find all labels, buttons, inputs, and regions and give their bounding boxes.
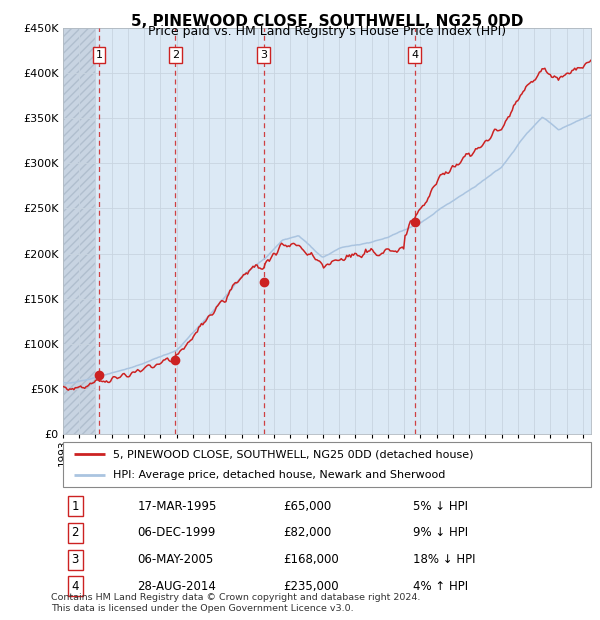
Text: Contains HM Land Registry data © Crown copyright and database right 2024.
This d: Contains HM Land Registry data © Crown c… — [51, 593, 421, 613]
Text: 28-AUG-2014: 28-AUG-2014 — [137, 580, 216, 593]
Text: 3: 3 — [260, 50, 267, 60]
Text: £168,000: £168,000 — [283, 553, 339, 566]
Text: 4: 4 — [411, 50, 418, 60]
Text: 18% ↓ HPI: 18% ↓ HPI — [413, 553, 475, 566]
Text: £82,000: £82,000 — [283, 526, 331, 539]
Text: 2: 2 — [71, 526, 79, 539]
Text: 5% ↓ HPI: 5% ↓ HPI — [413, 500, 468, 513]
Text: 5, PINEWOOD CLOSE, SOUTHWELL, NG25 0DD (detached house): 5, PINEWOOD CLOSE, SOUTHWELL, NG25 0DD (… — [113, 449, 473, 459]
FancyBboxPatch shape — [63, 442, 591, 487]
Text: 3: 3 — [71, 553, 79, 566]
Text: 4% ↑ HPI: 4% ↑ HPI — [413, 580, 468, 593]
Text: 2: 2 — [172, 50, 179, 60]
Polygon shape — [63, 28, 95, 434]
Text: 06-DEC-1999: 06-DEC-1999 — [137, 526, 216, 539]
Text: 17-MAR-1995: 17-MAR-1995 — [137, 500, 217, 513]
Text: HPI: Average price, detached house, Newark and Sherwood: HPI: Average price, detached house, Newa… — [113, 469, 446, 480]
Text: £65,000: £65,000 — [283, 500, 331, 513]
Text: £235,000: £235,000 — [283, 580, 339, 593]
Text: 9% ↓ HPI: 9% ↓ HPI — [413, 526, 468, 539]
Text: Price paid vs. HM Land Registry's House Price Index (HPI): Price paid vs. HM Land Registry's House … — [148, 25, 506, 38]
Text: 06-MAY-2005: 06-MAY-2005 — [137, 553, 214, 566]
Text: 1: 1 — [71, 500, 79, 513]
Text: 4: 4 — [71, 580, 79, 593]
Text: 1: 1 — [95, 50, 103, 60]
Text: 5, PINEWOOD CLOSE, SOUTHWELL, NG25 0DD: 5, PINEWOOD CLOSE, SOUTHWELL, NG25 0DD — [131, 14, 523, 29]
